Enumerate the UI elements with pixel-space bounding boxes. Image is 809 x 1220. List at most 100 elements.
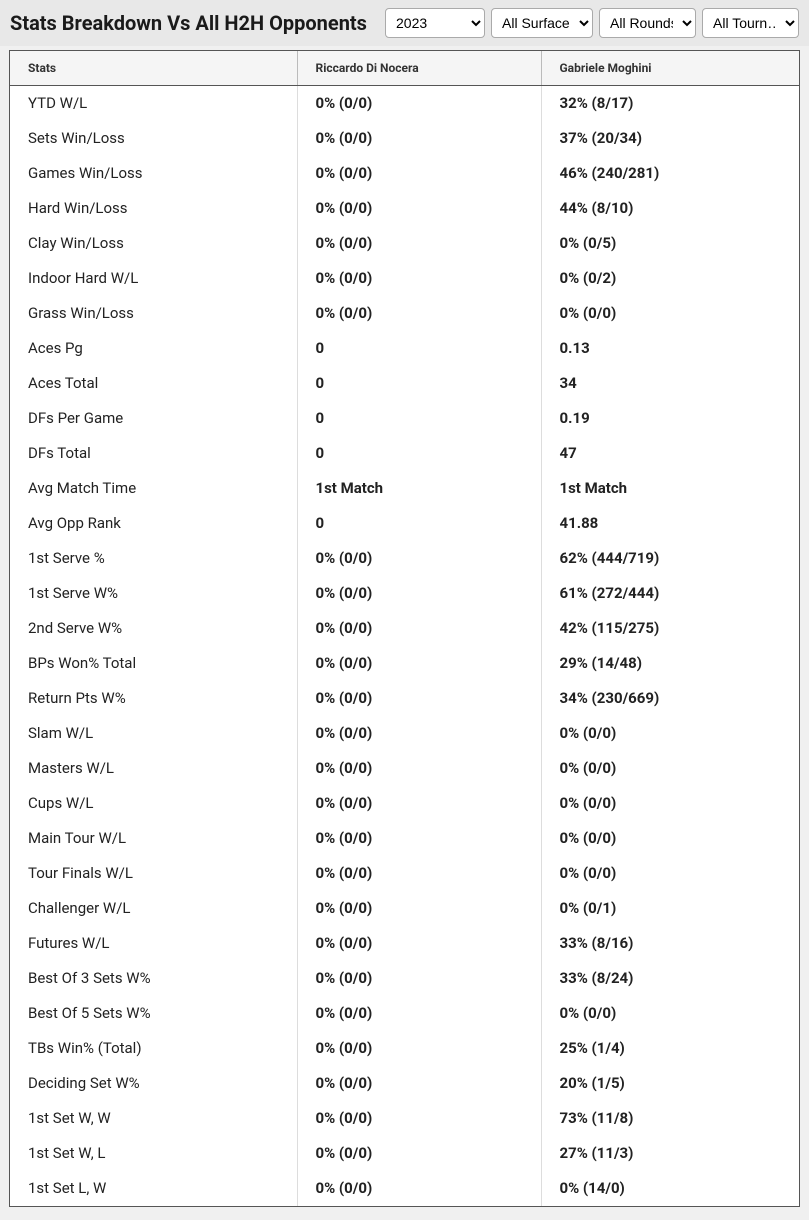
stat-value-cell: 33% (8/24) xyxy=(541,961,799,996)
table-row: Aces Total034 xyxy=(10,366,799,401)
table-row: Main Tour W/L0% (0/0)0% (0/0) xyxy=(10,821,799,856)
stat-value-cell: 0% (0/0) xyxy=(297,1066,541,1101)
stat-value-cell: 29% (14/48) xyxy=(541,646,799,681)
stat-value-cell: 0% (0/0) xyxy=(297,296,541,331)
stat-value-cell: 46% (240/281) xyxy=(541,156,799,191)
page-title: Stats Breakdown Vs All H2H Opponents xyxy=(10,11,379,35)
stat-label-cell: Deciding Set W% xyxy=(10,1066,297,1101)
stat-label-cell: 1st Set L, W xyxy=(10,1171,297,1206)
stat-value-cell: 0 xyxy=(297,401,541,436)
table-row: Avg Match Time1st Match1st Match xyxy=(10,471,799,506)
stat-label-cell: Avg Opp Rank xyxy=(10,506,297,541)
table-row: Clay Win/Loss0% (0/0)0% (0/5) xyxy=(10,226,799,261)
stat-label-cell: Return Pts W% xyxy=(10,681,297,716)
table-row: 1st Serve W%0% (0/0)61% (272/444) xyxy=(10,576,799,611)
stat-label-cell: DFs Per Game xyxy=(10,401,297,436)
stat-value-cell: 0% (0/0) xyxy=(297,821,541,856)
stat-value-cell: 34 xyxy=(541,366,799,401)
stat-label-cell: Best Of 3 Sets W% xyxy=(10,961,297,996)
stat-value-cell: 42% (115/275) xyxy=(541,611,799,646)
table-row: Return Pts W%0% (0/0)34% (230/669) xyxy=(10,681,799,716)
stat-value-cell: 0% (0/0) xyxy=(297,156,541,191)
table-row: Sets Win/Loss0% (0/0)37% (20/34) xyxy=(10,121,799,156)
stat-label-cell: Slam W/L xyxy=(10,716,297,751)
table-row: Games Win/Loss0% (0/0)46% (240/281) xyxy=(10,156,799,191)
table-row: Slam W/L0% (0/0)0% (0/0) xyxy=(10,716,799,751)
round-select[interactable]: All Rounds xyxy=(599,8,696,38)
stat-value-cell: 73% (11/8) xyxy=(541,1101,799,1136)
stat-value-cell: 0% (14/0) xyxy=(541,1171,799,1206)
stat-label-cell: Tour Finals W/L xyxy=(10,856,297,891)
table-row: DFs Total047 xyxy=(10,436,799,471)
stat-value-cell: 0% (0/0) xyxy=(297,891,541,926)
table-row: TBs Win% (Total)0% (0/0)25% (1/4) xyxy=(10,1031,799,1066)
table-row: Tour Finals W/L0% (0/0)0% (0/0) xyxy=(10,856,799,891)
stat-value-cell: 0% (0/0) xyxy=(297,1136,541,1171)
stat-value-cell: 0% (0/0) xyxy=(297,576,541,611)
table-row: Masters W/L0% (0/0)0% (0/0) xyxy=(10,751,799,786)
table-row: DFs Per Game00.19 xyxy=(10,401,799,436)
stat-value-cell: 0% (0/0) xyxy=(297,716,541,751)
stat-value-cell: 0% (0/0) xyxy=(297,786,541,821)
stat-value-cell: 0% (0/0) xyxy=(541,716,799,751)
stat-value-cell: 0 xyxy=(297,436,541,471)
stat-label-cell: 1st Set W, W xyxy=(10,1101,297,1136)
table-row: BPs Won% Total0% (0/0)29% (14/48) xyxy=(10,646,799,681)
stat-value-cell: 61% (272/444) xyxy=(541,576,799,611)
table-row: 1st Set L, W0% (0/0)0% (14/0) xyxy=(10,1171,799,1206)
table-row: Best Of 5 Sets W%0% (0/0)0% (0/0) xyxy=(10,996,799,1031)
surface-select[interactable]: All Surfaces xyxy=(491,8,593,38)
stat-value-cell: 0% (0/0) xyxy=(297,856,541,891)
stat-value-cell: 25% (1/4) xyxy=(541,1031,799,1066)
stat-label-cell: 1st Set W, L xyxy=(10,1136,297,1171)
stat-value-cell: 27% (11/3) xyxy=(541,1136,799,1171)
stat-label-cell: Futures W/L xyxy=(10,926,297,961)
stat-value-cell: 0% (0/0) xyxy=(297,926,541,961)
tournament-select[interactable]: All Tourn… xyxy=(702,8,799,38)
stat-value-cell: 0% (0/0) xyxy=(297,121,541,156)
col-header-stats: Stats xyxy=(10,51,297,86)
stat-value-cell: 0% (0/0) xyxy=(297,611,541,646)
table-row: Challenger W/L0% (0/0)0% (0/1) xyxy=(10,891,799,926)
stat-value-cell: 33% (8/16) xyxy=(541,926,799,961)
stat-value-cell: 0% (0/0) xyxy=(541,856,799,891)
stat-label-cell: Masters W/L xyxy=(10,751,297,786)
stat-label-cell: Cups W/L xyxy=(10,786,297,821)
stat-value-cell: 20% (1/5) xyxy=(541,1066,799,1101)
stat-value-cell: 44% (8/10) xyxy=(541,191,799,226)
stat-label-cell: Sets Win/Loss xyxy=(10,121,297,156)
table-row: Deciding Set W%0% (0/0)20% (1/5) xyxy=(10,1066,799,1101)
stat-value-cell: 0% (0/0) xyxy=(297,996,541,1031)
stats-table: Stats Riccardo Di Nocera Gabriele Moghin… xyxy=(10,51,799,1206)
stat-label-cell: YTD W/L xyxy=(10,86,297,121)
stat-value-cell: 41.88 xyxy=(541,506,799,541)
stat-label-cell: Best Of 5 Sets W% xyxy=(10,996,297,1031)
stats-table-container: Stats Riccardo Di Nocera Gabriele Moghin… xyxy=(9,50,800,1207)
stat-label-cell: Challenger W/L xyxy=(10,891,297,926)
stat-value-cell: 0% (0/0) xyxy=(541,751,799,786)
table-row: Grass Win/Loss0% (0/0)0% (0/0) xyxy=(10,296,799,331)
stat-value-cell: 0% (0/0) xyxy=(297,751,541,786)
stat-value-cell: 0% (0/5) xyxy=(541,226,799,261)
table-row: Hard Win/Loss0% (0/0)44% (8/10) xyxy=(10,191,799,226)
table-row: Cups W/L0% (0/0)0% (0/0) xyxy=(10,786,799,821)
stat-label-cell: Avg Match Time xyxy=(10,471,297,506)
stat-label-cell: Grass Win/Loss xyxy=(10,296,297,331)
stat-value-cell: 0% (0/0) xyxy=(297,1171,541,1206)
col-header-player2: Gabriele Moghini xyxy=(541,51,799,86)
stat-label-cell: 1st Serve % xyxy=(10,541,297,576)
stat-value-cell: 0% (0/0) xyxy=(297,541,541,576)
stat-value-cell: 0% (0/2) xyxy=(541,261,799,296)
col-header-player1: Riccardo Di Nocera xyxy=(297,51,541,86)
stat-value-cell: 62% (444/719) xyxy=(541,541,799,576)
table-row: Indoor Hard W/L0% (0/0)0% (0/2) xyxy=(10,261,799,296)
stat-value-cell: 37% (20/34) xyxy=(541,121,799,156)
stat-label-cell: Aces Total xyxy=(10,366,297,401)
year-select[interactable]: 2023 xyxy=(385,8,485,38)
stat-value-cell: 0% (0/0) xyxy=(297,1031,541,1066)
stat-value-cell: 0 xyxy=(297,366,541,401)
stat-label-cell: DFs Total xyxy=(10,436,297,471)
stat-value-cell: 0% (0/0) xyxy=(541,296,799,331)
stat-label-cell: 2nd Serve W% xyxy=(10,611,297,646)
stat-value-cell: 1st Match xyxy=(541,471,799,506)
